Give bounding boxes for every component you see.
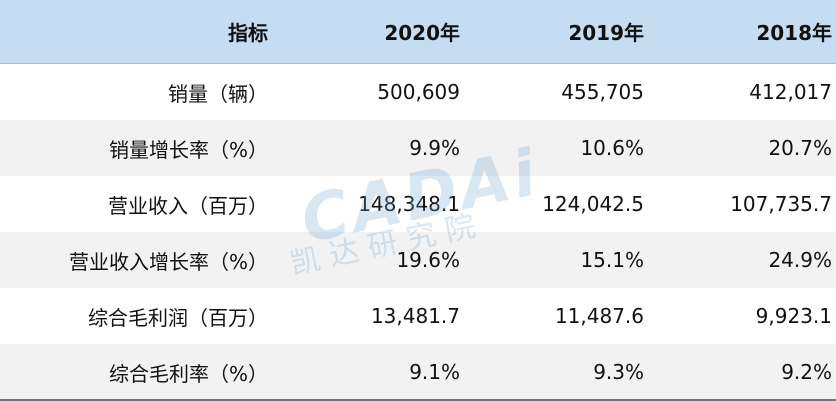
bottom-border [0,399,836,401]
cell-value: 500,609 [377,80,460,104]
table-row: 销量（辆） 500,609 455,705 412,017 [0,64,836,120]
row-label: 指标 [228,21,268,45]
cell-value: 2020年 [384,21,460,45]
cell-value: 9.1% [409,360,460,384]
cell-value: 13,481.7 [370,304,460,328]
cell-value: 2019年 [568,21,644,45]
cell-value: 412,017 [749,80,832,104]
cell-value: 20.7% [768,136,832,160]
row-label: 综合毛利润（百万） [88,305,268,330]
cell-value: 9,923.1 [755,304,832,328]
cell-value: 24.9% [768,248,832,272]
cell-value: 9.3% [593,360,644,384]
table-row: 营业收入增长率（%） 19.6% 15.1% 24.9% [0,232,836,288]
table-row: 营业收入（百万） 148,348.1 124,042.5 107,735.7 [0,176,836,232]
row-label: 营业收入（百万） [108,193,268,218]
table-row: 销量增长率（%） 9.9% 10.6% 20.7% [0,120,836,176]
cell-value: 9.9% [409,136,460,160]
cell-value: 148,348.1 [358,192,460,216]
cell-value: 15.1% [580,248,644,272]
cell-value: 19.6% [396,248,460,272]
table-row: 综合毛利润（百万） 13,481.7 11,487.6 9,923.1 [0,288,836,344]
row-label: 销量（辆） [168,81,268,106]
table-row: 综合毛利率（%） 9.1% 9.3% 9.2% [0,344,836,400]
cell-value: 11,487.6 [554,304,644,328]
row-label: 销量增长率（%） [108,137,268,162]
cell-value: 10.6% [580,136,644,160]
row-label: 综合毛利率（%） [108,361,268,386]
cell-value: 455,705 [561,80,644,104]
cell-value: 107,735.7 [730,192,832,216]
cell-value: 124,042.5 [542,192,644,216]
cell-value: 9.2% [781,360,832,384]
row-label: 营业收入增长率（%） [68,249,268,274]
header-row: 指标 2020年 2019年 2018年 [0,0,836,64]
cell-value: 2018年 [756,21,832,45]
